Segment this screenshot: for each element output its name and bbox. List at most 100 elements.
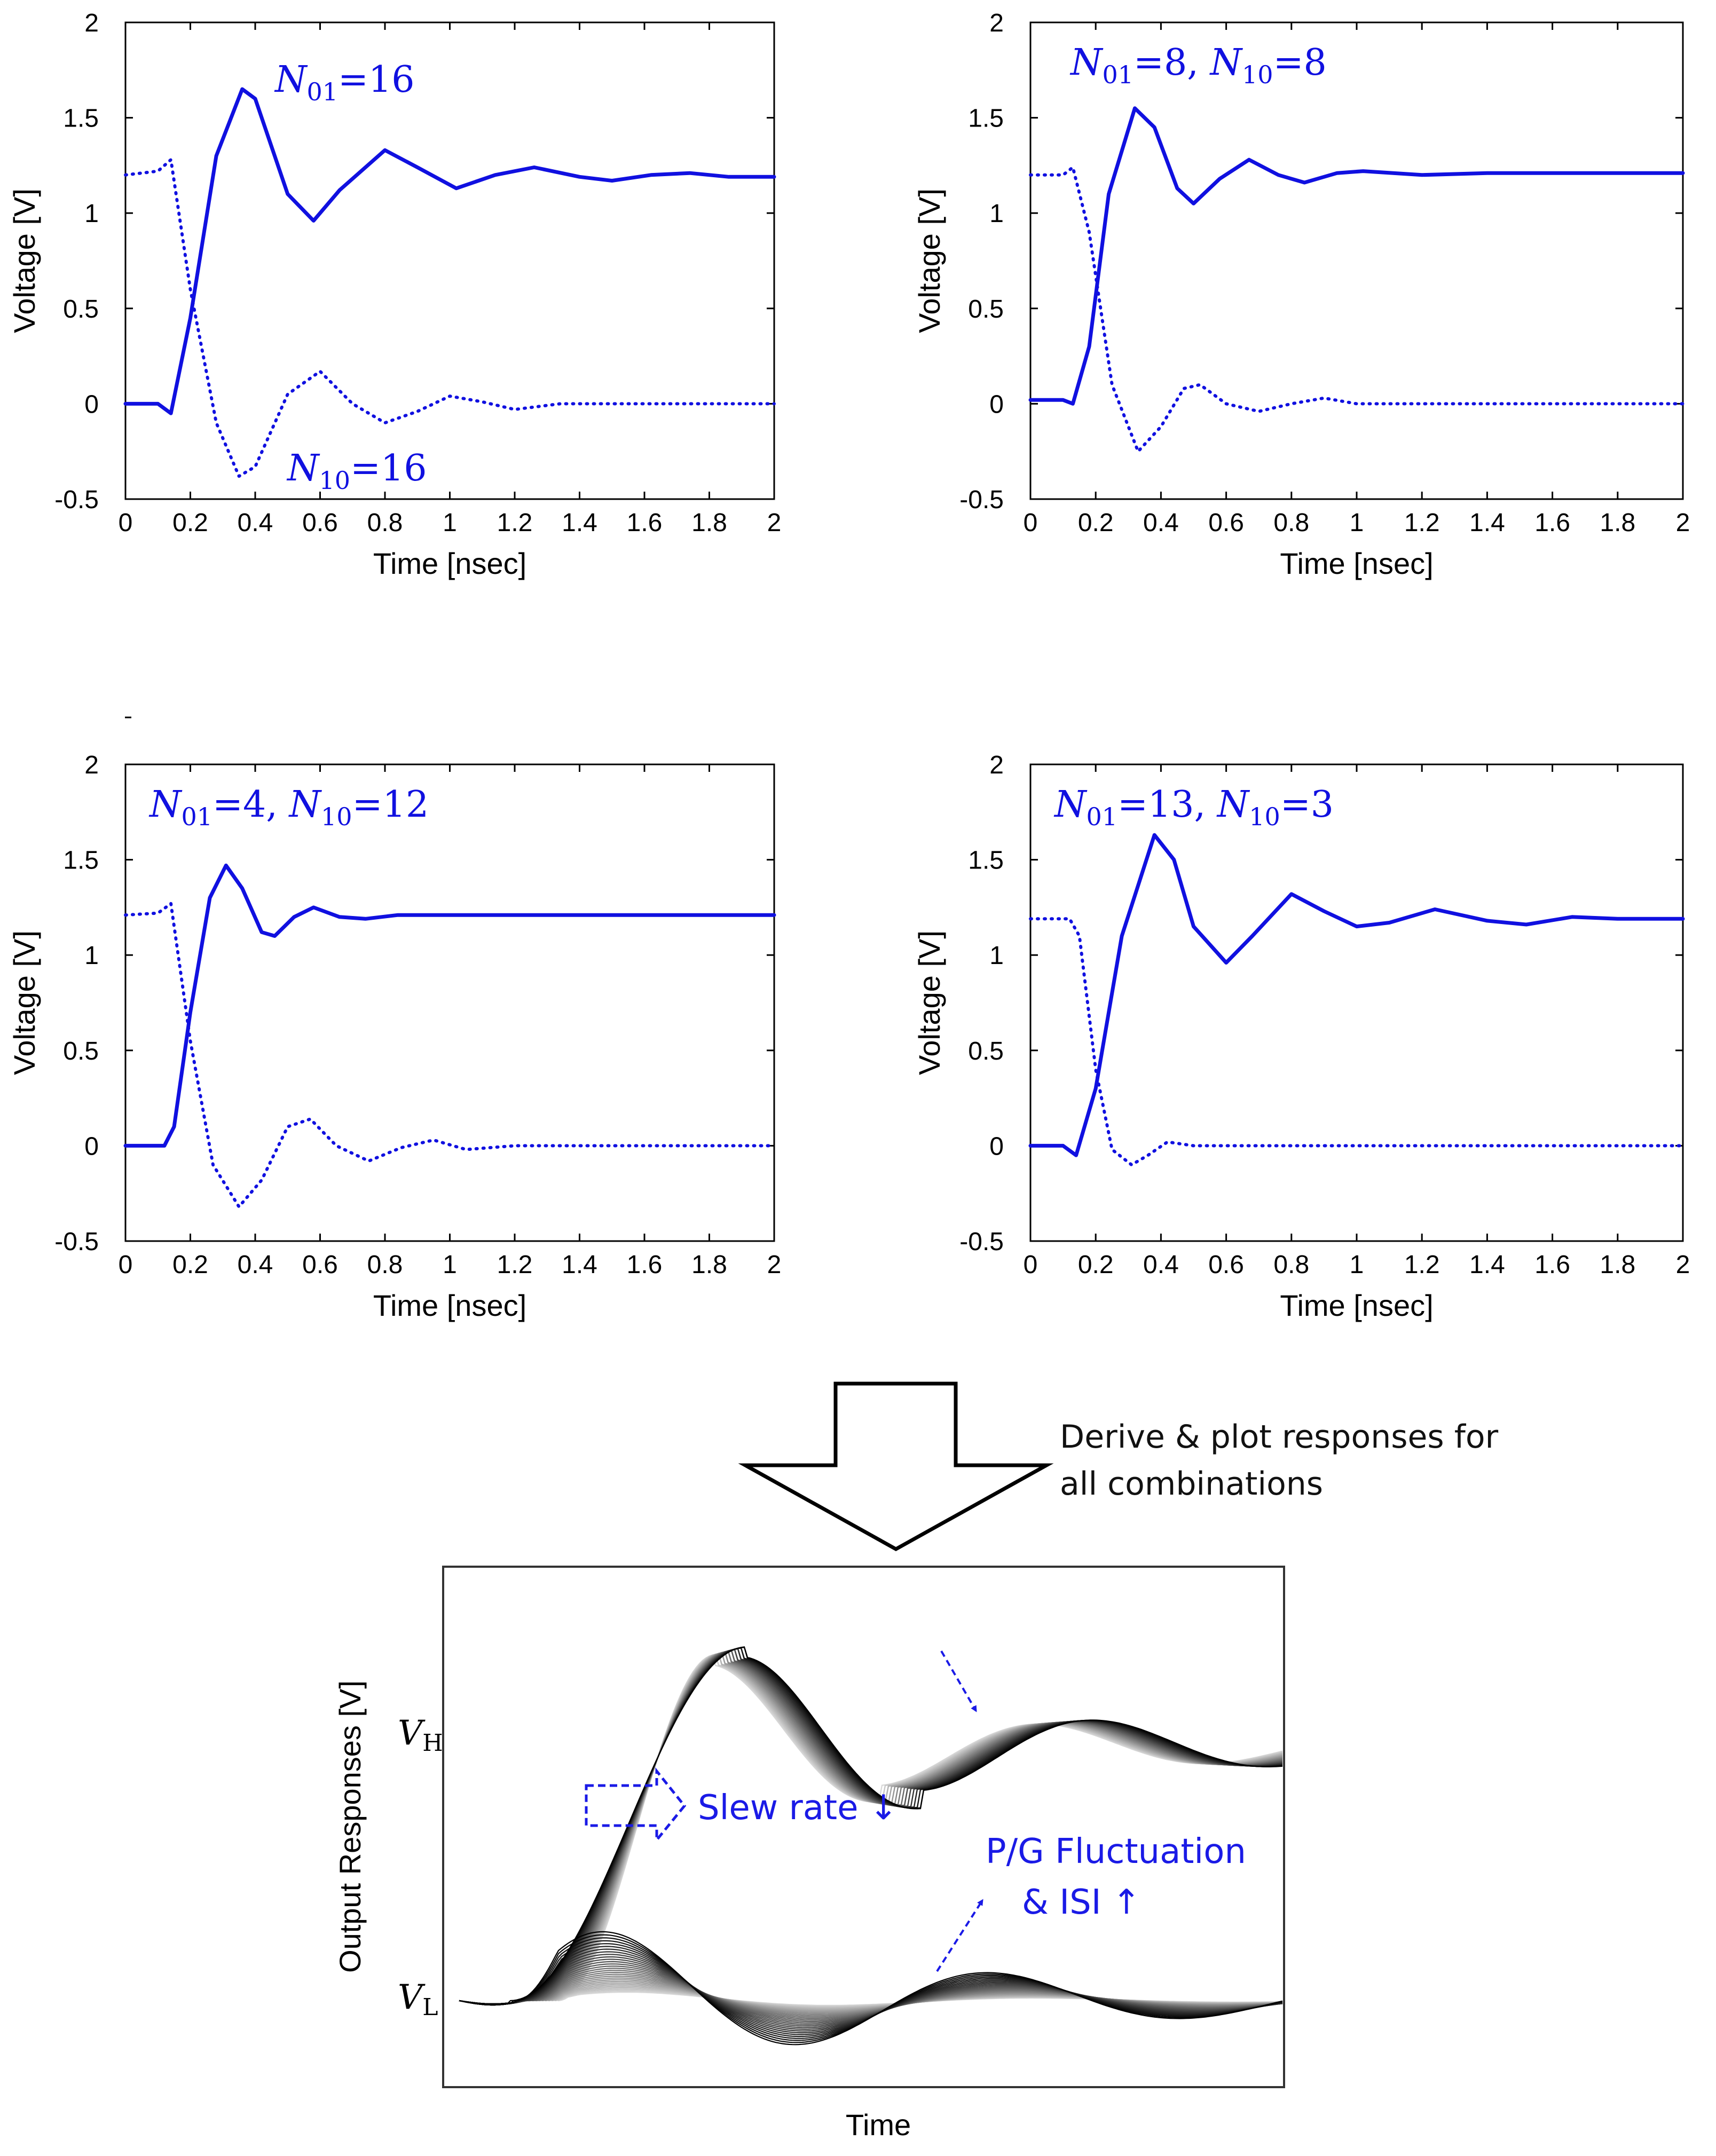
x-tick-label: 0.2 (1078, 509, 1114, 537)
x-axis-label: Time (846, 2108, 911, 2142)
rising-response-curve (459, 1646, 1283, 2006)
x-tick-label: 0.6 (302, 509, 338, 537)
x-tick-label: 1.4 (1469, 1251, 1505, 1279)
x-tick-label: 1.6 (1534, 1251, 1570, 1279)
x-tick-label: 0.4 (1143, 509, 1179, 537)
x-axis-label: Time [nsec] (1280, 547, 1433, 580)
rising-response-curve (459, 1648, 1283, 2006)
series-count-annotation: N10=16 (286, 447, 427, 495)
y-tick-label: 0.5 (63, 1037, 99, 1065)
series-count-annotation: N01=13, N10=3 (1053, 784, 1334, 831)
plot-frame (124, 21, 775, 500)
rising-response-curve (459, 1646, 1283, 2006)
x-tick-label: 0.4 (1143, 1251, 1179, 1279)
x-tick-label: 1.8 (1600, 509, 1635, 537)
x-tick-label: 0.6 (302, 1251, 338, 1279)
slew-rate-label: Slew rate ↓ (698, 1788, 898, 1828)
isi-label: & ISI ↑ (1022, 1883, 1141, 1922)
slew-rate-arrow-icon (585, 1767, 687, 1844)
y-tick-label: 0.5 (63, 295, 99, 323)
rising-response-curve (459, 1648, 1283, 2006)
y-tick-label: 1.5 (63, 847, 99, 875)
x-tick-label: 0.4 (238, 1251, 273, 1279)
rising-response-curve (459, 1646, 1283, 2006)
rising-response-line (123, 863, 776, 1148)
y-tick-label: 2 (84, 9, 99, 37)
series-count-annotation: N01=16 (274, 59, 415, 106)
x-tick-label: 0.2 (1078, 1251, 1114, 1279)
y-tick-label: 1 (84, 942, 99, 970)
x-tick-label: 1.2 (1404, 509, 1440, 537)
pg-arrow-down-icon (936, 1899, 983, 1972)
x-tick-label: 1 (443, 509, 457, 537)
x-tick-label: 0 (1024, 1251, 1038, 1279)
y-tick-label: 0 (989, 1132, 1004, 1160)
rising-response-curve (459, 1647, 1283, 2006)
y-tick-label: 0 (989, 390, 1004, 418)
y-tick-label: 0 (84, 390, 99, 418)
plot-frame (1029, 763, 1684, 1242)
x-tick-label: 2 (767, 1251, 782, 1279)
falling-response-line (1029, 165, 1684, 453)
y-tick-label: 0 (84, 1132, 99, 1160)
x-axis-label: Time [nsec] (373, 547, 526, 580)
y-axis-label: Output Responses [V] (333, 1680, 367, 1973)
y-tick-label: 1.5 (63, 105, 99, 133)
chart-panel-1: 0 0.2 0.4 0.6 0.8 1 1.2 1.4 1.6 1.8 2 -0.5 0 0.5 1 1.5 2… (7, 9, 781, 580)
x-tick-label: 0.2 (172, 509, 208, 537)
x-tick-label: 0 (119, 1251, 133, 1279)
x-tick-label: 0.8 (1273, 1251, 1309, 1279)
y-tick-label: 0.5 (968, 295, 1004, 323)
response-curves (459, 1646, 1283, 2046)
rising-response-curve (459, 1648, 1283, 2006)
x-tick-label: 0 (119, 509, 133, 537)
series-count-annotation: N01=4, N10=12 (148, 784, 429, 831)
y-tick-label: 1 (84, 200, 99, 228)
y-tick-label: -0.5 (54, 1228, 99, 1256)
x-tick-label: 1.6 (627, 509, 663, 537)
down-arrow-icon (738, 1381, 1054, 1552)
x-tick-label: 0.4 (238, 509, 273, 537)
falling-response-line (124, 158, 776, 478)
y-tick-label: -0.5 (959, 486, 1004, 514)
ytick-vl: VL (398, 1978, 438, 2021)
falling-response-curve (459, 1931, 1283, 2046)
y-tick-label: 1.5 (968, 847, 1004, 875)
chart-panel-4: 0 0.2 0.4 0.6 0.8 1 1.2 1.4 1.6 1.8 2 -0.5 0 0.5 1 1.5 2… (912, 751, 1690, 1322)
x-tick-label: 1.8 (1600, 1251, 1635, 1279)
x-tick-label: 1.8 (691, 509, 727, 537)
x-tick-label: 1 (1350, 1251, 1364, 1279)
plot-frame (1029, 21, 1684, 500)
x-axis-label: Time [nsec] (373, 1289, 526, 1322)
x-tick-label: 1.8 (691, 1251, 727, 1279)
x-tick-label: 0.2 (172, 1251, 208, 1279)
output-responses-chart: Slew rate ↓ P/G Fluctuation & ISI ↑ VH V… (333, 1566, 1285, 2142)
pg-fluctuation-label: P/G Fluctuation (986, 1832, 1246, 1871)
series-count-annotation: N01=8, N10=8 (1069, 42, 1327, 89)
plot-frame (124, 763, 775, 1242)
x-tick-label: 1.2 (497, 509, 533, 537)
x-tick-label: 0.8 (1273, 509, 1309, 537)
x-tick-label: 1 (443, 1251, 457, 1279)
x-tick-label: 1 (1350, 509, 1364, 537)
rising-response-curve (459, 1647, 1283, 2006)
chart-panel-3: 0 0.2 0.4 0.6 0.8 1 1.2 1.4 1.6 1.8 2 -0.5 0 0.5 1 1.5 2… (7, 751, 781, 1322)
rising-response-line (123, 87, 776, 415)
x-tick-label: 1.4 (562, 509, 597, 537)
rising-response-line (1028, 106, 1685, 406)
x-tick-label: 0 (1024, 509, 1038, 537)
x-tick-label: 0.8 (367, 509, 403, 537)
ytick-vh: VH (398, 1713, 443, 1757)
rising-response-curve (459, 1647, 1283, 2006)
y-tick-label: 2 (84, 751, 99, 779)
x-tick-label: 0.6 (1208, 1251, 1244, 1279)
y-tick-label: 2 (989, 9, 1004, 37)
falling-response-line (124, 902, 776, 1209)
x-tick-label: 1.6 (1534, 509, 1570, 537)
arrow-note-line2: all combinations (1060, 1465, 1323, 1503)
y-axis-label: Voltage [V] (7, 188, 41, 333)
x-tick-label: 1.2 (497, 1251, 533, 1279)
y-tick-label: 1.5 (968, 105, 1004, 133)
x-tick-label: 2 (1676, 509, 1690, 537)
